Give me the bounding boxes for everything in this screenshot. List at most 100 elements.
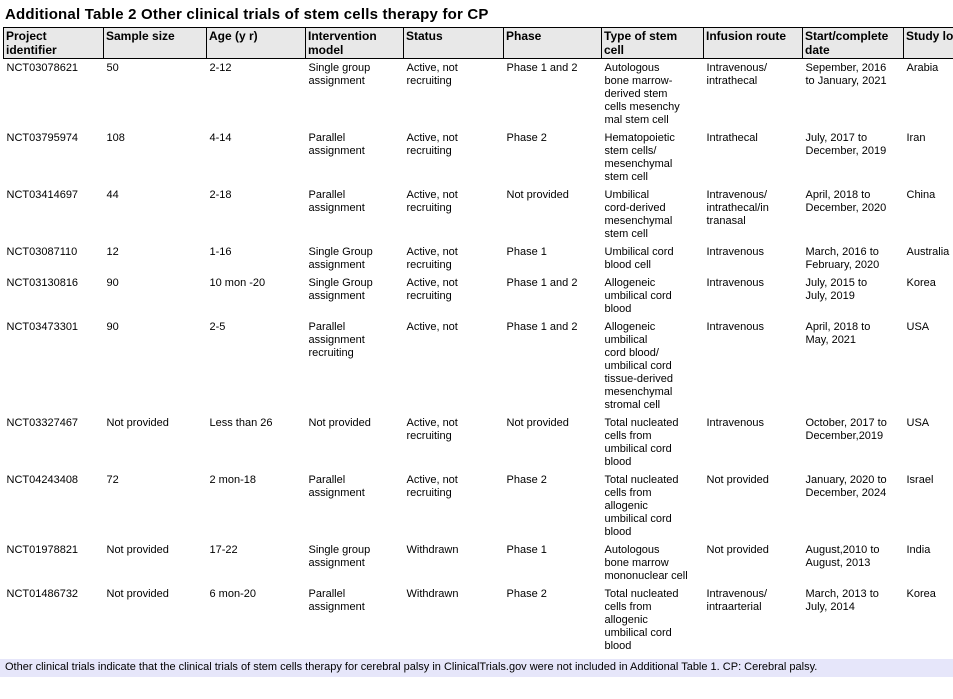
cell: August,2010 to August, 2013	[803, 541, 904, 585]
cell: January, 2020 to December, 2024	[803, 471, 904, 541]
cell: 10 mon -20	[207, 274, 306, 318]
cell: Withdrawn	[404, 585, 504, 655]
cell: 90	[104, 274, 207, 318]
page: Additional Table 2 Other clinical trials…	[0, 6, 953, 677]
cell: 12	[104, 243, 207, 274]
cell: Single group assignment	[306, 59, 404, 130]
cell: Phase 1	[504, 541, 602, 585]
column-header-4: Intervention model	[306, 28, 404, 59]
cell: Intravenous	[704, 274, 803, 318]
cell: Active, not recruiting	[404, 59, 504, 130]
cell: USA	[904, 318, 953, 414]
cell: Not provided	[704, 471, 803, 541]
cell: Parallel assignment	[306, 129, 404, 186]
cell: Phase 1 and 2	[504, 274, 602, 318]
cell: Active, not recruiting	[404, 243, 504, 274]
cell: Parallel assignment	[306, 471, 404, 541]
cell: Less than 26	[207, 414, 306, 471]
cell: Total nucleated cells from allogenic umb…	[602, 585, 704, 655]
table-footnote: Other clinical trials indicate that the …	[0, 659, 953, 677]
cell: Arabia	[904, 59, 953, 130]
cell: 44	[104, 186, 207, 243]
cell: Not provided	[704, 541, 803, 585]
cell: Intravenous	[704, 318, 803, 414]
cell: Umbilical cord-derived mesenchymal stem …	[602, 186, 704, 243]
cell: NCT01486732	[4, 585, 104, 655]
cell: July, 2015 to July, 2019	[803, 274, 904, 318]
table-title: Additional Table 2 Other clinical trials…	[5, 6, 953, 23]
column-header-9: Start/complete date	[803, 28, 904, 59]
cell: March, 2016 to February, 2020	[803, 243, 904, 274]
cell: Phase 1	[504, 243, 602, 274]
cell: 72	[104, 471, 207, 541]
column-header-7: Type of stem cell	[602, 28, 704, 59]
cell: Parallel assignment recruiting	[306, 318, 404, 414]
cell: Korea	[904, 585, 953, 655]
cell: India	[904, 541, 953, 585]
column-header-6: Phase	[504, 28, 602, 59]
cell: 6 mon-20	[207, 585, 306, 655]
cell: March, 2013 to July, 2014	[803, 585, 904, 655]
column-header-8: Infusion route	[704, 28, 803, 59]
cell: Phase 2	[504, 129, 602, 186]
cell: Active, not	[404, 318, 504, 414]
cell: Not provided	[104, 541, 207, 585]
cell: NCT04243408	[4, 471, 104, 541]
cell: Intravenous/ intrathecal/in tranasal	[704, 186, 803, 243]
cell: 2-18	[207, 186, 306, 243]
cell: Australia	[904, 243, 953, 274]
cell: Autologous bone marrow mononuclear cell	[602, 541, 704, 585]
cell: Not provided	[104, 414, 207, 471]
cell: Total nucleated cells from umbilical cor…	[602, 414, 704, 471]
cell: Parallel assignment	[306, 585, 404, 655]
cell: Phase 2	[504, 471, 602, 541]
cell: Total nucleated cells from allogenic umb…	[602, 471, 704, 541]
cell: Intravenous	[704, 243, 803, 274]
cell: Sepember, 2016 to January, 2021	[803, 59, 904, 130]
column-header-3: Age (y r)	[207, 28, 306, 59]
cell: Parallel assignment	[306, 186, 404, 243]
cell: Not provided	[104, 585, 207, 655]
cell: NCT03327467	[4, 414, 104, 471]
cell: Intravenous	[704, 414, 803, 471]
cell: USA	[904, 414, 953, 471]
cell: Active, not recruiting	[404, 129, 504, 186]
cell: Phase 2	[504, 585, 602, 655]
cell: NCT03414697	[4, 186, 104, 243]
cell: NCT01978821	[4, 541, 104, 585]
cell: April, 2018 to May, 2021	[803, 318, 904, 414]
cell: 2-5	[207, 318, 306, 414]
cell: NCT03087110	[4, 243, 104, 274]
cell: Phase 1 and 2	[504, 59, 602, 130]
cell: 1-16	[207, 243, 306, 274]
cell: Single Group assignment	[306, 274, 404, 318]
cell: Active, not recruiting	[404, 274, 504, 318]
cell: July, 2017 to December, 2019	[803, 129, 904, 186]
cell: Allogeneic umbilical cord blood/ umbilic…	[602, 318, 704, 414]
cell: Israel	[904, 471, 953, 541]
cell: Single Group assignment	[306, 243, 404, 274]
cell: Hematopoietic stem cells/ mesenchymal st…	[602, 129, 704, 186]
cell: Not provided	[504, 414, 602, 471]
cell: Active, not recruiting	[404, 186, 504, 243]
cell: NCT03473301	[4, 318, 104, 414]
cell: Autologous bone marrow- derived stem cel…	[602, 59, 704, 130]
cell: 108	[104, 129, 207, 186]
cell: April, 2018 to December, 2020	[803, 186, 904, 243]
cell: 2-12	[207, 59, 306, 130]
cell: 4-14	[207, 129, 306, 186]
cell: Not provided	[306, 414, 404, 471]
column-header-5: Status	[404, 28, 504, 59]
